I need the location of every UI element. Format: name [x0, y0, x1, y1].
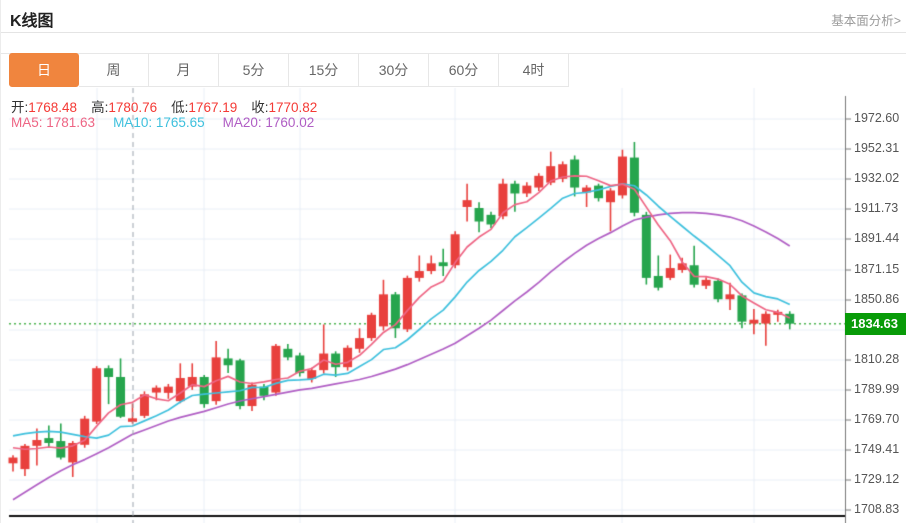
tab-period-6[interactable]: 60分: [429, 53, 499, 87]
tab-period-4[interactable]: 15分: [289, 53, 359, 87]
ma10-legend: MA10: 1765.65: [113, 115, 205, 130]
ohlc-readout: 开:1768.48 高:1780.76 低:1767.19 收:1770.82: [11, 96, 317, 116]
y-axis-label: 1932.02: [854, 171, 900, 186]
y-axis-label: 1729.12: [854, 472, 900, 487]
tab-period-7[interactable]: 4时: [499, 53, 569, 87]
tab-period-5[interactable]: 30分: [359, 53, 429, 87]
ma-legend: MA5: 1781.63 MA10: 1765.65 MA20: 1760.02: [11, 115, 314, 130]
high-value: 1780.76: [108, 100, 158, 115]
y-axis-label: 1789.99: [854, 381, 900, 396]
low-label: 低:: [171, 100, 189, 115]
period-tabs: 日周月 5分 15分 30分 60分 4时: [9, 53, 569, 87]
y-axis-label: 1850.86: [854, 291, 900, 306]
widget-header: K线图 基本面分析>: [1, 0, 906, 33]
tab-period-0[interactable]: 日: [9, 53, 79, 87]
high-readout: 高:1780.76: [91, 96, 157, 116]
y-axis-label: 1911.73: [854, 201, 899, 216]
tab-period-2[interactable]: 月: [149, 53, 219, 87]
y-axis-label: 1952.31: [854, 141, 900, 156]
tab-period-3[interactable]: 5分: [219, 53, 289, 87]
y-axis-label: 1708.83: [854, 502, 900, 517]
current-price-badge: 1834.63: [845, 312, 906, 335]
tab-period-1[interactable]: 周: [79, 53, 149, 87]
high-label: 高:: [91, 100, 109, 115]
y-axis-label: 1972.60: [854, 111, 900, 125]
y-axis-label: 1749.41: [854, 442, 900, 457]
open-label: 开:: [11, 100, 29, 115]
close-readout: 收:1770.82: [251, 96, 317, 116]
y-axis-label: 1769.70: [854, 412, 900, 426]
ma5-legend: MA5: 1781.63: [11, 115, 96, 130]
open-value: 1768.48: [28, 100, 78, 115]
page-title: K线图: [10, 13, 54, 30]
y-axis-label: 1891.44: [854, 231, 900, 246]
low-readout: 低:1767.19: [171, 96, 237, 116]
close-label: 收:: [251, 100, 269, 115]
open-readout: 开:1768.48: [11, 96, 77, 116]
fundamental-analysis-link[interactable]: 基本面分析>: [831, 14, 901, 28]
low-value: 1767.19: [188, 100, 238, 115]
y-axis-label: 1871.15: [854, 261, 900, 276]
close-value: 1770.82: [268, 100, 318, 115]
ma20-legend: MA20: 1760.02: [222, 115, 315, 130]
y-axis-label: 1810.28: [854, 351, 900, 366]
